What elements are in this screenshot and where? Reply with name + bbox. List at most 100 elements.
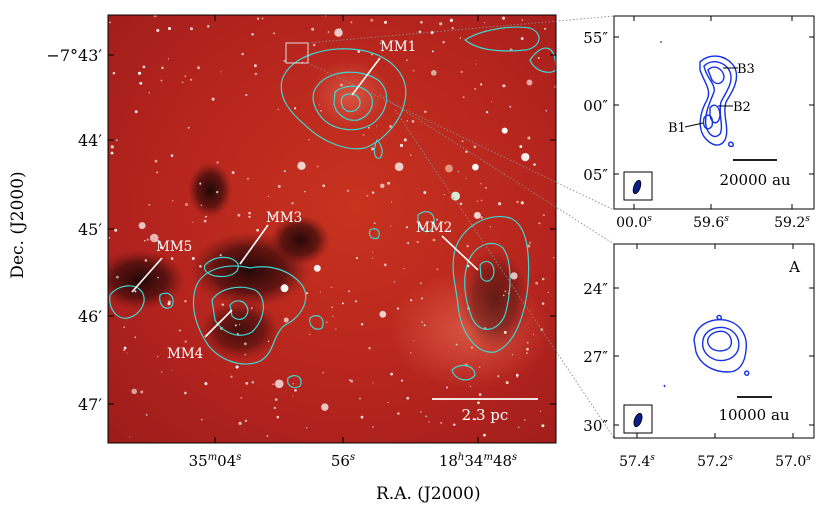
star — [541, 277, 545, 281]
star — [211, 97, 215, 101]
star — [383, 263, 387, 267]
source-label-mm2: MM2 — [416, 220, 452, 236]
star — [403, 138, 407, 142]
star — [291, 202, 294, 205]
star — [178, 329, 181, 332]
star — [192, 221, 194, 223]
star — [114, 228, 118, 232]
star — [253, 64, 257, 68]
star — [197, 66, 200, 70]
star — [312, 43, 316, 47]
dec-tick-label: 44′ — [78, 131, 102, 150]
star — [330, 286, 333, 289]
star — [277, 108, 279, 110]
star — [327, 31, 330, 33]
star — [145, 414, 148, 416]
star — [267, 195, 270, 198]
cyan-contours — [109, 26, 556, 389]
star — [474, 418, 477, 421]
top-inset-ytick: 00″ — [583, 97, 608, 115]
star — [498, 202, 502, 206]
source-pointer-lines — [131, 57, 479, 338]
dec-tick-label: 46′ — [78, 307, 102, 326]
star — [274, 398, 278, 401]
star — [412, 70, 415, 72]
star — [244, 342, 247, 346]
zoom-connector-lines — [307, 15, 615, 439]
star — [509, 105, 512, 108]
star — [539, 410, 542, 412]
star — [204, 382, 208, 386]
star — [108, 236, 111, 239]
star — [272, 383, 275, 386]
star — [159, 246, 163, 249]
star — [159, 241, 162, 243]
star — [167, 300, 171, 304]
star — [134, 290, 137, 293]
star — [442, 41, 445, 44]
star — [126, 352, 128, 354]
star — [439, 22, 443, 26]
star — [154, 159, 158, 163]
star — [390, 201, 393, 203]
star — [240, 397, 243, 399]
star — [473, 145, 477, 149]
star — [149, 233, 159, 243]
star — [479, 83, 483, 86]
star — [424, 110, 427, 113]
star — [465, 150, 468, 153]
star — [322, 371, 324, 374]
star — [167, 26, 172, 31]
star — [156, 28, 160, 32]
star — [409, 154, 412, 156]
star — [535, 281, 539, 285]
star — [478, 366, 481, 369]
star — [484, 186, 487, 189]
star — [320, 110, 322, 112]
star — [529, 241, 532, 244]
star — [277, 184, 281, 188]
star — [418, 30, 422, 34]
star — [387, 402, 389, 404]
source-label-mm3: MM3 — [266, 210, 302, 226]
star — [326, 321, 328, 323]
component-label-b2: B2 — [733, 100, 751, 115]
star — [466, 244, 469, 248]
star — [445, 164, 453, 173]
main-scalebar-label: 2.3 pc — [462, 406, 509, 424]
star — [410, 299, 413, 302]
star — [368, 346, 371, 350]
star — [469, 385, 472, 387]
star — [474, 88, 477, 90]
star — [350, 21, 353, 24]
x-axis-label: R.A. (J2000) — [376, 484, 481, 504]
star — [397, 412, 400, 415]
star — [184, 75, 186, 77]
star — [157, 276, 159, 279]
ra-tick-label: 35m04s — [189, 452, 242, 470]
dec-tick-label: 47′ — [78, 395, 102, 414]
component-label-b3: B3 — [737, 62, 755, 77]
star — [420, 282, 422, 285]
star — [321, 403, 329, 411]
main-tick-marks — [108, 15, 556, 443]
star — [432, 238, 436, 242]
star — [541, 302, 545, 305]
star — [313, 264, 321, 272]
star — [241, 52, 244, 56]
star — [251, 381, 255, 384]
star — [449, 18, 453, 22]
star — [370, 147, 375, 151]
star — [423, 324, 426, 327]
star — [465, 177, 467, 179]
main-image-panel: MM1 MM2 MM3 MM4 MM5 2.3 pc −7°43′ 44′ 45… — [46, 14, 557, 470]
star — [146, 238, 149, 241]
star — [207, 25, 210, 28]
star — [360, 323, 364, 326]
star — [544, 27, 547, 30]
source-label-mm5: MM5 — [156, 239, 192, 255]
star — [203, 219, 207, 223]
star — [142, 65, 146, 69]
star — [304, 190, 306, 193]
star — [520, 37, 524, 40]
